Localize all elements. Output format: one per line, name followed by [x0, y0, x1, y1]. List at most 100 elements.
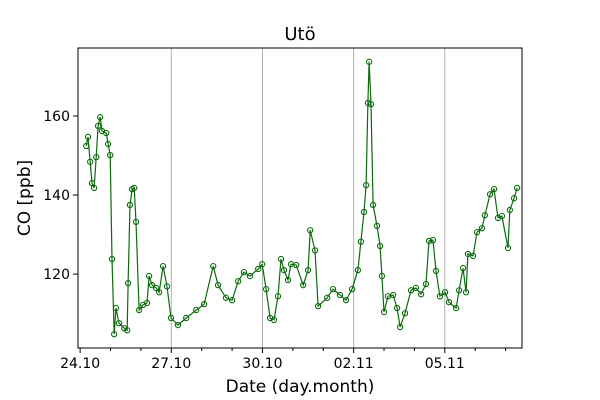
- data-point: [425, 237, 433, 245]
- data-point: [145, 272, 153, 280]
- data-point: [284, 276, 292, 284]
- data-point: [124, 327, 131, 334]
- data-point: [348, 285, 356, 293]
- data-point: [380, 308, 388, 316]
- axes-frame: [77, 47, 523, 349]
- data-point: [174, 321, 182, 329]
- data-point: [365, 58, 373, 65]
- chart-title: Utö: [284, 24, 315, 45]
- data-point: [407, 287, 415, 294]
- y-axis-label: CO [ppb]: [15, 160, 35, 236]
- series-line: [85, 61, 518, 335]
- data-point: [124, 280, 132, 287]
- data-point: [255, 265, 262, 273]
- data-point: [210, 263, 217, 270]
- data-point: [445, 299, 453, 306]
- data-point: [336, 291, 344, 299]
- data-point: [163, 283, 171, 290]
- data-point: [354, 266, 362, 274]
- data-point: [87, 158, 94, 165]
- data-point: [262, 285, 270, 293]
- data-point: [459, 265, 467, 272]
- data-point: [362, 182, 370, 189]
- data-point: [111, 331, 118, 338]
- data-point: [367, 100, 375, 108]
- x-tick-label: 27.10: [151, 356, 191, 372]
- data-point: [115, 319, 123, 327]
- data-point: [329, 285, 337, 293]
- data-point: [135, 306, 143, 314]
- data-point: [155, 289, 163, 296]
- data-point: [93, 153, 100, 161]
- data-point: [107, 151, 114, 159]
- y-tick-label: 120: [43, 267, 70, 283]
- data-point: [270, 316, 278, 324]
- data-point: [259, 261, 266, 268]
- data-point: [481, 212, 489, 219]
- data-point: [94, 122, 102, 130]
- data-point: [159, 263, 167, 270]
- data-point: [432, 267, 440, 275]
- data-point: [277, 255, 285, 263]
- data-point: [486, 191, 494, 198]
- data-point: [464, 250, 472, 258]
- data-point: [90, 184, 98, 192]
- data-point: [324, 294, 331, 301]
- data-point: [473, 229, 481, 236]
- data-point: [97, 114, 104, 121]
- data-point: [369, 201, 377, 209]
- data-point: [452, 304, 460, 312]
- data-point: [167, 314, 175, 322]
- data-point: [183, 314, 190, 322]
- x-tick-label: 05.11: [425, 356, 465, 372]
- data-point: [274, 293, 282, 300]
- data-point: [455, 287, 463, 294]
- data-point: [280, 266, 288, 274]
- data-point: [342, 297, 350, 304]
- data-point: [376, 242, 384, 250]
- x-axis-label: Date (day.month): [226, 377, 375, 397]
- data-point: [490, 185, 498, 193]
- data-point: [393, 304, 401, 312]
- data-point: [478, 225, 486, 232]
- data-point: [417, 291, 425, 298]
- grid-lines: [170, 48, 446, 348]
- data-point: [240, 268, 248, 276]
- data-point: [441, 289, 449, 296]
- data-point: [112, 304, 120, 312]
- plot-series: [83, 58, 521, 338]
- data-point: [498, 212, 506, 220]
- y-tick-label: 160: [43, 109, 70, 125]
- data-point: [152, 284, 160, 292]
- data-point: [103, 129, 110, 137]
- x-axis-ticks: 24.10 27.10 30.10 02.11 05.11: [60, 348, 507, 372]
- data-point: [104, 140, 112, 148]
- data-point: [401, 310, 409, 317]
- data-point: [311, 247, 319, 254]
- data-point: [83, 142, 90, 150]
- data-point: [373, 222, 381, 230]
- data-point: [422, 280, 430, 288]
- y-tick-label: 140: [43, 188, 70, 204]
- data-point: [108, 255, 116, 263]
- data-point: [131, 184, 138, 192]
- data-point: [357, 238, 365, 245]
- x-tick-label: 02.11: [334, 356, 374, 372]
- data-point: [200, 300, 208, 308]
- data-point: [132, 218, 140, 226]
- data-point: [193, 306, 200, 314]
- data-point: [469, 252, 477, 260]
- data-point: [293, 261, 300, 269]
- data-point: [389, 291, 397, 299]
- data-point: [304, 266, 312, 274]
- data-point: [513, 184, 521, 192]
- data-point: [360, 208, 368, 216]
- data-point: [246, 272, 254, 280]
- data-point: [143, 299, 151, 307]
- data-point: [412, 284, 420, 292]
- data-point: [396, 323, 404, 331]
- data-point: [429, 236, 437, 244]
- data-point: [228, 297, 236, 304]
- data-point: [126, 201, 134, 209]
